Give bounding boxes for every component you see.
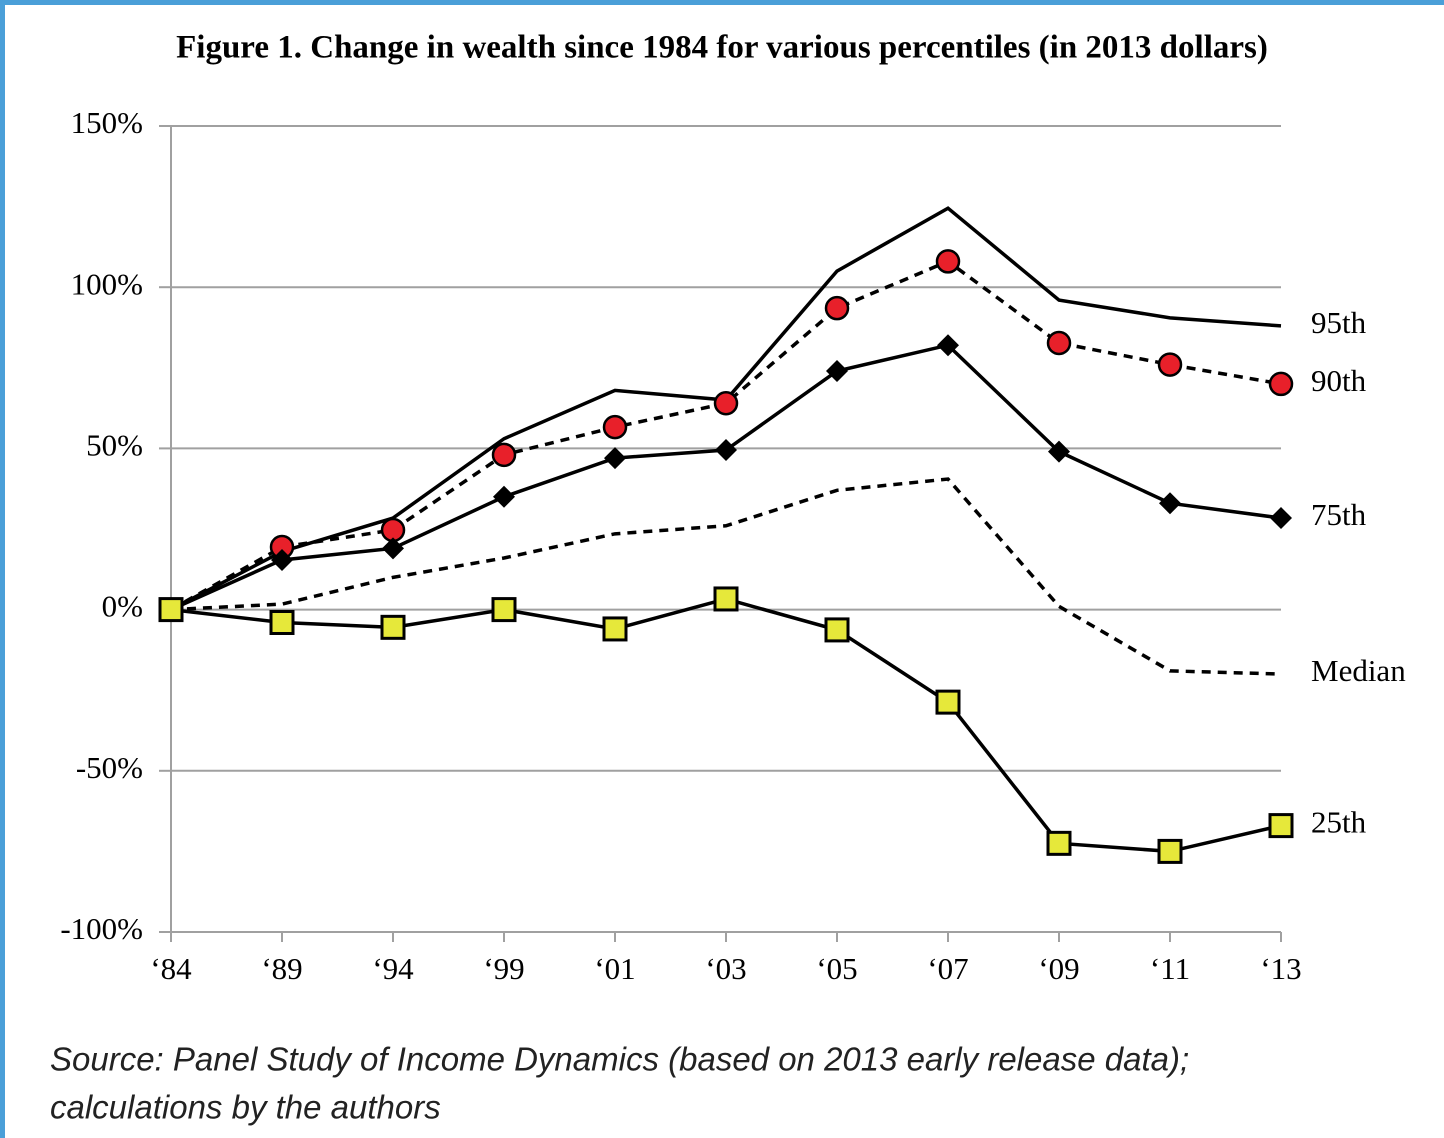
point (602, 616, 628, 642)
point (271, 548, 293, 571)
point (824, 295, 850, 321)
point (1268, 371, 1294, 397)
x-tick-label: ‘84 (150, 951, 192, 986)
series-label: 25th (1311, 805, 1367, 840)
x-tick-label: ‘99 (483, 951, 524, 986)
y-tick-label: 50% (86, 428, 143, 463)
point (604, 447, 626, 470)
point (1157, 838, 1183, 864)
series-line (170, 259, 1282, 612)
point (491, 442, 517, 468)
point (158, 597, 184, 623)
point (935, 249, 961, 274)
point (713, 391, 739, 416)
point (1157, 352, 1183, 377)
x-tick-label: ‘13 (1260, 951, 1301, 986)
chart-title: Figure 1. Change in wealth since 1984 fo… (176, 30, 1268, 66)
x-tick-label: ‘05 (816, 951, 857, 986)
point (715, 439, 737, 462)
point (380, 614, 406, 640)
source-line: calculations by the authors (50, 1089, 441, 1126)
series-label: 90th (1311, 363, 1367, 398)
x-tick-label: ‘11 (1150, 951, 1190, 986)
border-top (0, 0, 1444, 5)
point (269, 609, 295, 635)
y-tick-label: 150% (71, 105, 143, 140)
point (602, 414, 628, 440)
point (1270, 507, 1292, 530)
x-tick-label: ‘09 (1038, 951, 1079, 986)
point (1046, 330, 1072, 356)
source-line: Source: Panel Study of Income Dynamics (… (50, 1041, 1189, 1078)
point (937, 334, 959, 357)
point (382, 537, 404, 560)
point (1159, 492, 1181, 515)
series-line (170, 597, 1282, 854)
point (1046, 830, 1072, 856)
point (935, 689, 961, 715)
y-tick-label: 100% (71, 266, 143, 301)
series-label: 95th (1311, 305, 1367, 340)
series-label: Median (1311, 653, 1406, 688)
series-label: 75th (1311, 497, 1367, 532)
point (826, 360, 848, 383)
x-tick-label: ‘03 (705, 951, 746, 986)
x-tick-label: ‘01 (594, 951, 635, 986)
border-left (0, 0, 5, 1138)
y-tick-label: -100% (60, 911, 143, 946)
point (491, 597, 517, 623)
x-tick-label: ‘94 (372, 951, 414, 986)
point (824, 617, 850, 643)
point (1048, 440, 1070, 463)
point (1268, 813, 1294, 839)
series-line (170, 343, 1282, 612)
point (713, 586, 739, 612)
series-line (170, 477, 1282, 676)
y-tick-label: -50% (76, 750, 143, 785)
y-tick-label: 0% (102, 589, 143, 624)
x-tick-label: ‘89 (261, 951, 302, 986)
x-tick-label: ‘07 (927, 951, 968, 986)
point (493, 485, 515, 508)
